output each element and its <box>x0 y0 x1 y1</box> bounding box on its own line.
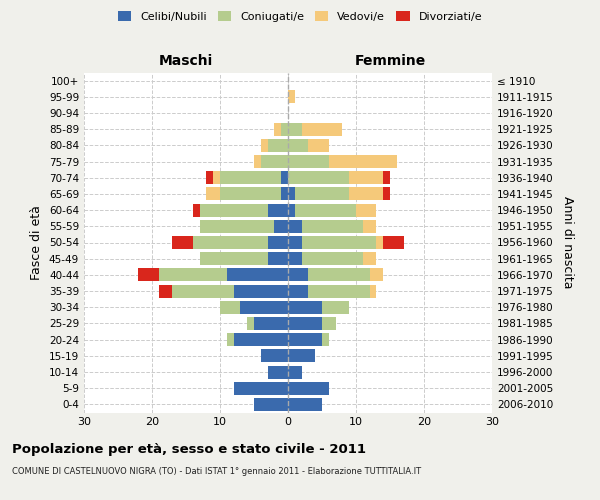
Bar <box>288 317 322 330</box>
Bar <box>268 139 288 152</box>
Bar <box>227 268 288 281</box>
Bar <box>288 333 322 346</box>
Bar <box>288 220 302 233</box>
Bar <box>261 155 288 168</box>
Bar <box>274 122 281 136</box>
Bar <box>213 172 220 184</box>
Bar <box>322 317 335 330</box>
Text: Femmine: Femmine <box>355 54 425 68</box>
Bar <box>200 252 268 265</box>
Bar <box>302 252 363 265</box>
Bar <box>172 284 233 298</box>
Bar <box>288 301 322 314</box>
Bar <box>322 301 349 314</box>
Bar <box>261 139 268 152</box>
Bar <box>206 172 213 184</box>
Bar <box>288 204 295 216</box>
Bar <box>349 188 383 200</box>
Bar <box>254 317 288 330</box>
Bar <box>159 284 172 298</box>
Y-axis label: Fasce di età: Fasce di età <box>31 205 43 280</box>
Bar <box>206 188 220 200</box>
Bar <box>233 333 288 346</box>
Bar <box>254 398 288 411</box>
Bar <box>281 172 288 184</box>
Bar <box>295 204 356 216</box>
Text: Popolazione per età, sesso e stato civile - 2011: Popolazione per età, sesso e stato civil… <box>12 442 366 456</box>
Bar <box>288 90 295 104</box>
Bar <box>288 382 329 394</box>
Bar <box>233 284 288 298</box>
Bar <box>308 268 370 281</box>
Bar <box>302 220 363 233</box>
Bar <box>356 204 376 216</box>
Bar <box>288 236 302 249</box>
Bar <box>288 155 329 168</box>
Bar <box>288 350 315 362</box>
Bar <box>288 122 302 136</box>
Bar <box>288 398 322 411</box>
Bar <box>295 188 349 200</box>
Bar <box>383 236 404 249</box>
Y-axis label: Anni di nascita: Anni di nascita <box>562 196 574 288</box>
Bar <box>220 188 281 200</box>
Legend: Celibi/Nubili, Coniugati/e, Vedovi/e, Divorziati/e: Celibi/Nubili, Coniugati/e, Vedovi/e, Di… <box>112 6 488 28</box>
Bar <box>329 155 397 168</box>
Bar <box>349 172 383 184</box>
Bar <box>200 220 274 233</box>
Bar <box>288 172 349 184</box>
Bar <box>172 236 193 249</box>
Bar <box>193 236 268 249</box>
Bar <box>274 220 288 233</box>
Bar <box>268 236 288 249</box>
Bar <box>268 366 288 378</box>
Text: Maschi: Maschi <box>159 54 213 68</box>
Bar <box>363 220 376 233</box>
Bar <box>241 301 288 314</box>
Bar <box>268 252 288 265</box>
Bar <box>288 252 302 265</box>
Bar <box>288 268 308 281</box>
Bar <box>193 204 200 216</box>
Bar <box>322 333 329 346</box>
Bar <box>227 333 233 346</box>
Bar <box>302 236 376 249</box>
Bar <box>288 188 295 200</box>
Bar <box>220 301 241 314</box>
Bar <box>288 284 308 298</box>
Text: COMUNE DI CASTELNUOVO NIGRA (TO) - Dati ISTAT 1° gennaio 2011 - Elaborazione TUT: COMUNE DI CASTELNUOVO NIGRA (TO) - Dati … <box>12 468 421 476</box>
Bar <box>370 284 376 298</box>
Bar <box>302 122 343 136</box>
Bar <box>363 252 376 265</box>
Bar <box>370 268 383 281</box>
Bar <box>383 172 390 184</box>
Bar <box>268 204 288 216</box>
Bar <box>308 284 370 298</box>
Bar <box>281 188 288 200</box>
Bar <box>281 122 288 136</box>
Bar <box>254 155 261 168</box>
Bar <box>247 317 254 330</box>
Bar <box>233 382 288 394</box>
Bar <box>288 366 302 378</box>
Bar <box>220 172 281 184</box>
Bar <box>288 139 308 152</box>
Bar <box>261 350 288 362</box>
Bar <box>159 268 227 281</box>
Bar <box>376 236 383 249</box>
Bar <box>200 204 268 216</box>
Bar <box>383 188 390 200</box>
Bar <box>139 268 159 281</box>
Bar <box>308 139 329 152</box>
